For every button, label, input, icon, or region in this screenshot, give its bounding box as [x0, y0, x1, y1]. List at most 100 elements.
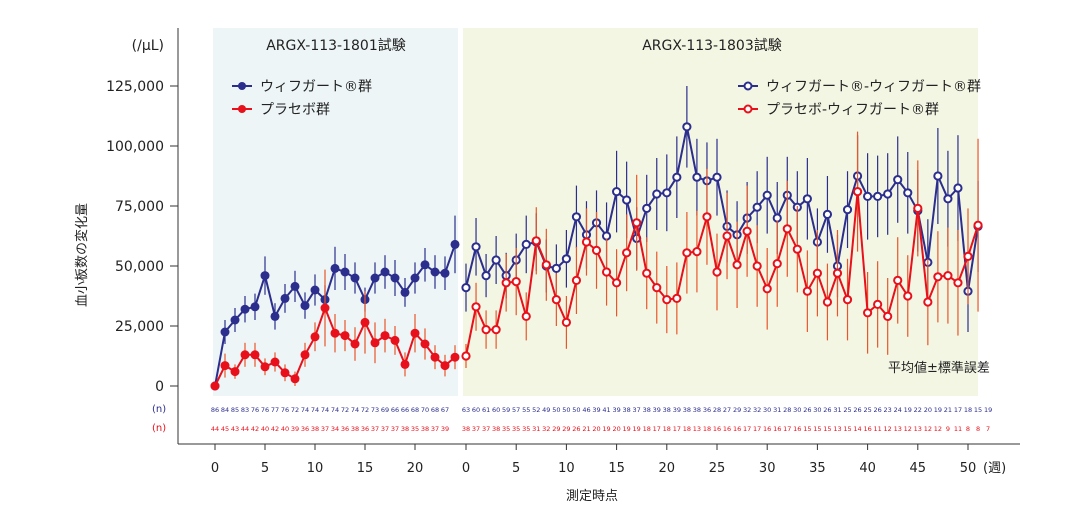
- data-point: [330, 328, 340, 338]
- n-count: 35: [512, 425, 520, 433]
- n-count: 41: [602, 406, 610, 414]
- n-count: 20: [924, 406, 932, 414]
- data-point: [662, 188, 672, 198]
- n-count: 8: [976, 425, 980, 433]
- x-tick-label: 40: [859, 461, 876, 476]
- n-count: 38: [643, 406, 651, 414]
- n-count: 30: [763, 406, 771, 414]
- n-count: 74: [351, 406, 359, 414]
- n-count: 76: [251, 406, 259, 414]
- data-point: [551, 263, 561, 273]
- y-tick-label: 0: [155, 379, 164, 395]
- data-point: [310, 285, 320, 295]
- data-point: [430, 352, 440, 362]
- y-tick-label: 75,000: [115, 199, 164, 215]
- data-point: [612, 187, 622, 197]
- data-point: [953, 278, 963, 288]
- n-count: 32: [542, 425, 550, 433]
- n-count: 15: [974, 406, 982, 414]
- series-placebo-1801: [210, 269, 460, 391]
- n-count: 39: [441, 425, 449, 433]
- n-count: 18: [964, 406, 972, 414]
- n-count: 16: [733, 425, 741, 433]
- n-count: 43: [231, 425, 239, 433]
- n-count: 38: [693, 406, 701, 414]
- n-count: 26: [572, 425, 580, 433]
- n-count: 60: [492, 406, 500, 414]
- n-count: 13: [693, 425, 701, 433]
- n-count: 21: [582, 425, 590, 433]
- n-count: 83: [241, 406, 249, 414]
- n-count: 44: [211, 425, 219, 433]
- n-count: 23: [884, 406, 892, 414]
- data-point: [290, 281, 300, 291]
- data-point: [210, 381, 220, 391]
- data-point: [481, 271, 491, 281]
- data-point: [360, 317, 370, 327]
- data-point: [420, 260, 430, 270]
- data-point: [501, 278, 511, 288]
- n-count: 73: [371, 406, 379, 414]
- series-active-1801: [210, 215, 460, 391]
- n-count: 32: [753, 406, 761, 414]
- n-count: 86: [211, 406, 219, 414]
- n-count: 18: [643, 425, 651, 433]
- x-tick-label: 10: [558, 461, 575, 476]
- data-point: [893, 275, 903, 285]
- data-point: [461, 283, 471, 293]
- data-point: [471, 302, 481, 312]
- data-point: [883, 189, 893, 199]
- n-count: 19: [904, 406, 912, 414]
- n-count: 17: [783, 425, 791, 433]
- data-point: [652, 189, 662, 199]
- data-point: [561, 317, 572, 327]
- x-unit-label: (週): [983, 461, 1006, 476]
- n-count: 18: [683, 425, 691, 433]
- n-count: 27: [723, 406, 731, 414]
- x-tick-label: 25: [709, 461, 726, 476]
- n-count: 19: [984, 406, 992, 414]
- n-count: 15: [823, 425, 831, 433]
- n-count: 16: [723, 425, 731, 433]
- data-point: [450, 352, 460, 362]
- n-count: 12: [884, 425, 892, 433]
- n-count: 39: [612, 406, 620, 414]
- data-point: [260, 271, 270, 281]
- n-count: 17: [653, 425, 661, 433]
- n-count: 16: [773, 425, 781, 433]
- n-count: 31: [773, 406, 781, 414]
- n-count: 74: [321, 406, 329, 414]
- data-point: [873, 299, 883, 309]
- data-point: [541, 260, 551, 270]
- n-count: 36: [301, 425, 309, 433]
- n-count: 8: [966, 425, 970, 433]
- n-count: 31: [833, 406, 841, 414]
- data-point: [240, 350, 250, 360]
- data-point: [903, 188, 913, 198]
- data-point: [350, 339, 360, 349]
- legend-label: プラセボ群: [260, 102, 330, 118]
- n-count: 13: [833, 425, 841, 433]
- data-point: [300, 350, 310, 360]
- n-count: 15: [813, 425, 821, 433]
- data-point: [491, 255, 501, 265]
- n-count: 18: [703, 425, 711, 433]
- n-count: 29: [562, 425, 570, 433]
- n-count: 19: [934, 406, 942, 414]
- data-point: [863, 191, 873, 201]
- n-count: 12: [934, 425, 942, 433]
- data-point: [410, 273, 420, 283]
- data-point: [430, 267, 440, 277]
- n-count: 38: [492, 425, 500, 433]
- n-count: 29: [552, 425, 560, 433]
- n-count: 74: [331, 406, 339, 414]
- n-count: 17: [743, 425, 751, 433]
- data-point: [521, 239, 531, 249]
- data-point: [571, 275, 582, 285]
- data-point: [762, 284, 772, 294]
- legend-label: ウィフガート®-ウィフガート®群: [766, 79, 981, 95]
- n-count: 13: [914, 425, 922, 433]
- data-point: [220, 361, 230, 371]
- n-count: 72: [291, 406, 299, 414]
- data-point: [822, 297, 833, 307]
